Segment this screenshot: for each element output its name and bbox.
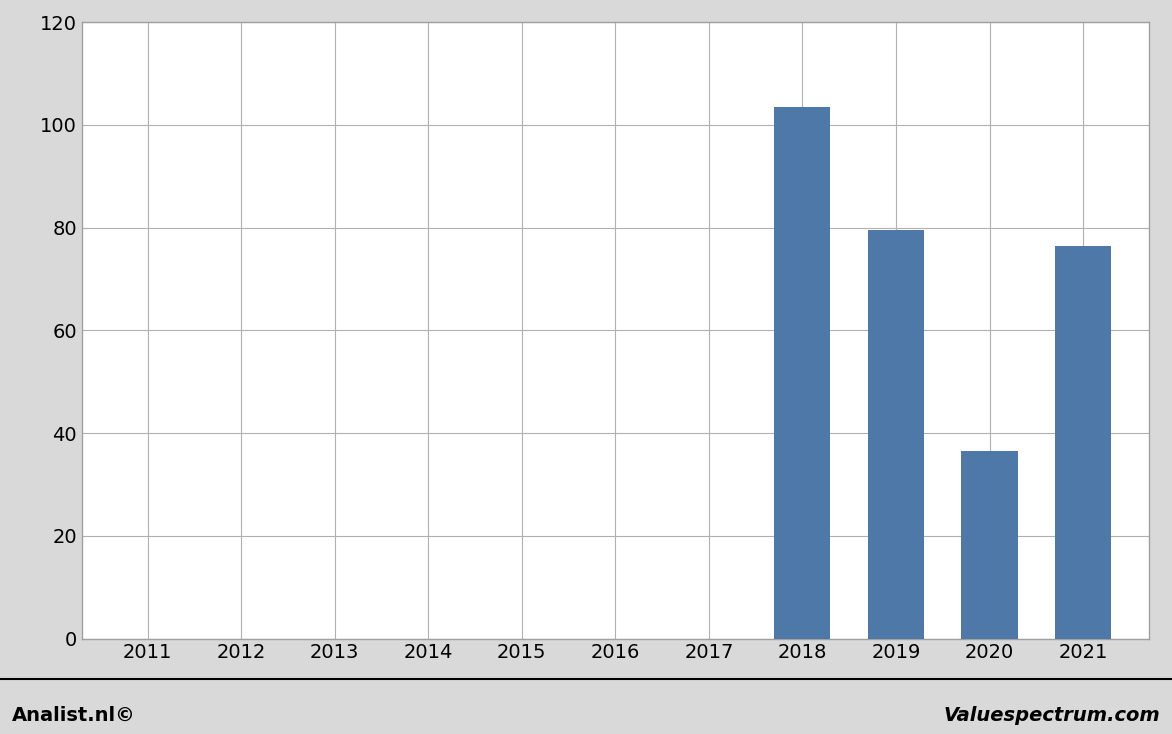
- Bar: [1055, 245, 1111, 639]
- Bar: [775, 106, 831, 639]
- Text: Analist.nl©: Analist.nl©: [12, 706, 136, 725]
- Text: Valuespectrum.com: Valuespectrum.com: [943, 706, 1160, 725]
- Bar: [868, 230, 924, 639]
- Bar: [961, 451, 1017, 639]
